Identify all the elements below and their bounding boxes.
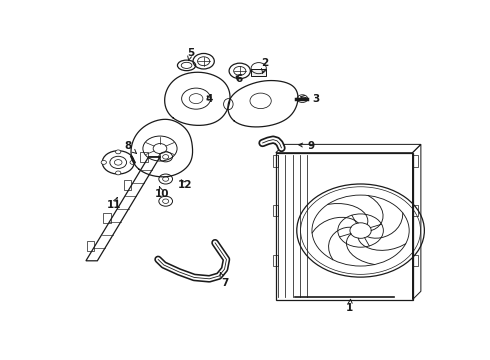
Text: 9: 9 <box>298 141 315 151</box>
Text: 2: 2 <box>261 58 268 73</box>
Bar <box>123 180 131 190</box>
Text: 10: 10 <box>155 186 169 199</box>
Bar <box>140 152 148 162</box>
Bar <box>413 205 418 216</box>
Bar <box>413 255 418 266</box>
Text: 8: 8 <box>124 141 137 153</box>
Bar <box>273 205 278 216</box>
Circle shape <box>101 161 106 164</box>
Circle shape <box>116 171 121 175</box>
Bar <box>87 240 95 251</box>
Bar <box>103 213 111 223</box>
Bar <box>413 156 418 167</box>
Text: 5: 5 <box>187 48 194 61</box>
Bar <box>273 156 278 167</box>
Text: 7: 7 <box>220 273 228 288</box>
Text: 12: 12 <box>177 180 192 190</box>
Text: 11: 11 <box>106 198 121 210</box>
Circle shape <box>116 150 121 154</box>
Text: 3: 3 <box>300 94 319 104</box>
Text: 6: 6 <box>235 74 243 84</box>
Text: 1: 1 <box>346 299 353 313</box>
Bar <box>273 255 278 266</box>
Bar <box>251 69 267 76</box>
Circle shape <box>130 161 135 164</box>
Text: 4: 4 <box>206 94 213 104</box>
Bar <box>276 153 413 300</box>
